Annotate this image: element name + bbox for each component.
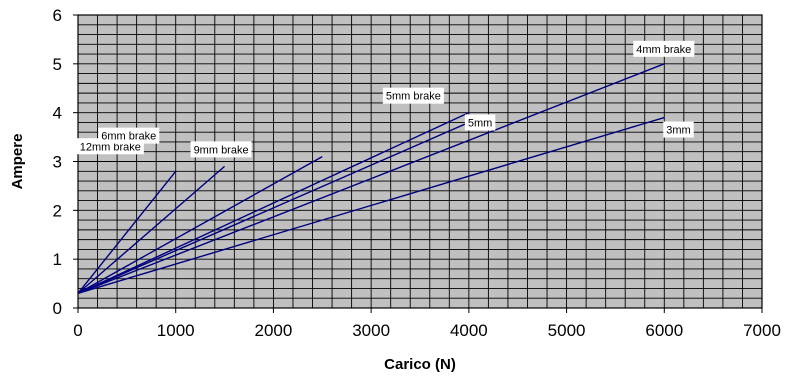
series-label-text: 3mm xyxy=(666,125,690,137)
y-tick-label: 3 xyxy=(53,153,62,172)
series-label-box xyxy=(633,40,695,57)
series-label: 5mm xyxy=(464,114,496,131)
x-axis-ticks: 0 1000 2000 3000 4000 5000 6000 7000 xyxy=(73,308,781,340)
series-label-box xyxy=(190,141,252,158)
series-label-text: 4mm brake xyxy=(636,44,691,56)
series-line xyxy=(77,63,665,295)
series-label: 4mm brake xyxy=(633,40,695,57)
x-tick-label: 2000 xyxy=(255,321,293,340)
series-label: 6mm brake xyxy=(98,127,160,144)
series-line xyxy=(77,121,470,294)
series-label-box xyxy=(663,121,694,138)
x-tick-label: 4000 xyxy=(450,321,488,340)
x-tick-label: 5000 xyxy=(548,321,586,340)
series-labels: 12mm brake 9mm brake 6mm brake 5mm brake 5mm… xyxy=(76,40,695,158)
x-axis-title: Carico (N) xyxy=(384,356,456,373)
series-label-box xyxy=(464,114,496,131)
x-tick-label: 1000 xyxy=(157,321,195,340)
y-tick-label: 2 xyxy=(53,201,62,220)
series-label-text: 5mm brake xyxy=(386,91,441,103)
x-tick-label: 3000 xyxy=(352,321,390,340)
series-label-text: 6mm brake xyxy=(101,131,156,143)
y-tick-label: 5 xyxy=(53,55,62,74)
series-label-text: 12mm brake xyxy=(80,141,141,153)
series-label-box xyxy=(382,87,444,104)
y-tick-label: 4 xyxy=(53,104,62,123)
series-label-text: 9mm brake xyxy=(194,144,249,156)
series-line xyxy=(77,112,470,294)
series-label: 9mm brake xyxy=(190,141,252,158)
y-tick-label: 0 xyxy=(53,299,62,318)
series-label: 3mm xyxy=(663,121,694,138)
series-line xyxy=(77,165,226,294)
y-axis-title: Ampere xyxy=(9,134,26,190)
series-label-box xyxy=(98,127,160,144)
series-line xyxy=(77,116,665,295)
series-label-text: 5mm xyxy=(468,117,492,129)
series-line xyxy=(77,156,323,294)
y-tick-label: 1 xyxy=(53,250,62,269)
y-axis-ticks: 0 1 2 3 4 5 6 xyxy=(53,6,78,318)
y-tick-label: 6 xyxy=(53,6,62,25)
series-label: 5mm brake xyxy=(382,87,444,104)
x-tick-label: 7000 xyxy=(743,321,781,340)
series-lines xyxy=(77,63,665,295)
plot-area: 12mm brake 9mm brake 6mm brake 5mm brake 5mm… xyxy=(76,14,763,309)
series-line xyxy=(77,170,177,294)
x-tick-label: 0 xyxy=(73,321,82,340)
x-tick-label: 6000 xyxy=(645,321,683,340)
